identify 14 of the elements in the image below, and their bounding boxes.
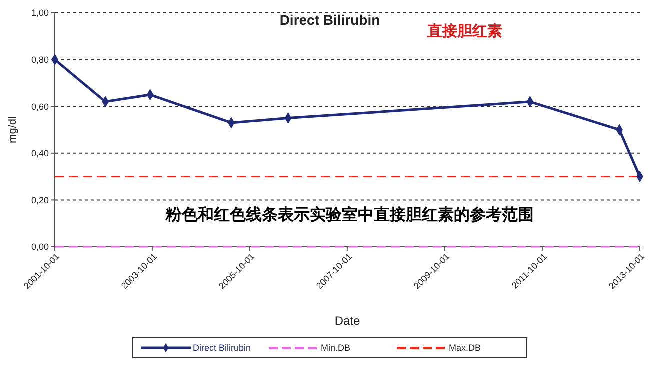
y-axis-title: mg/dl (7, 116, 19, 144)
annotation: 直接胆红素 (426, 22, 502, 40)
y-tick-label: 0,60 (31, 102, 49, 112)
y-tick-label: 0,80 (31, 54, 49, 65)
x-axis-title: Date (334, 314, 360, 328)
annotation: 粉色和红色线条表示实验室中直接胆红素的参考范围 (165, 205, 534, 224)
y-tick-label: 0,00 (31, 242, 49, 252)
chart-title: Direct Bilirubin (280, 12, 380, 28)
y-tick-label: 0,40 (31, 148, 49, 159)
y-tick-label: 1,00 (31, 8, 49, 18)
legend-label: Min.DB (321, 343, 351, 354)
y-tick-label: 0,20 (31, 195, 49, 206)
legend-label: Max.DB (449, 343, 482, 354)
text: Direct Bilirubin (193, 343, 252, 354)
